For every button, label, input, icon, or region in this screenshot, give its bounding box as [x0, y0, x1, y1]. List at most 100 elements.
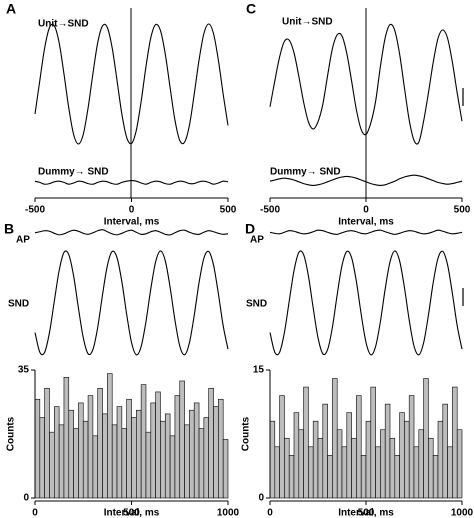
histogram-bar [293, 412, 300, 499]
histogram-bar [222, 439, 229, 499]
histogram-bar [288, 455, 295, 499]
histogram-bar [63, 377, 70, 499]
histogram-bar [164, 413, 171, 499]
histogram-bar [208, 387, 214, 499]
series-label: Dummy→ SND [38, 167, 109, 178]
histogram-bar [174, 395, 181, 499]
histogram-bar [399, 412, 405, 499]
panel-label: A [6, 1, 16, 17]
histogram-bar [360, 455, 367, 499]
histogram-bar [53, 406, 60, 499]
panel-label: C [246, 1, 256, 17]
histogram-bar [274, 446, 280, 499]
histogram-bar [303, 386, 309, 499]
histogram-bar [269, 420, 276, 499]
histogram-bar [336, 429, 343, 499]
histogram-bar [92, 435, 99, 499]
y-tick-label: 0 [23, 493, 29, 504]
histogram-bar [136, 409, 142, 499]
histogram-bar [423, 378, 429, 499]
histogram-bar [298, 429, 304, 499]
series-label: AP [250, 235, 264, 246]
trace [269, 229, 463, 235]
series-label: SND [246, 299, 267, 310]
y-axis-label: Counts [241, 416, 252, 451]
histogram-bar [370, 386, 376, 499]
trace [269, 174, 463, 186]
histogram-bar [332, 378, 338, 499]
histogram-bar [111, 424, 118, 499]
x-tick-label: -500 [25, 205, 45, 216]
histogram-bar [189, 409, 195, 499]
histogram-bar [452, 386, 458, 499]
histogram-bar [308, 446, 314, 499]
x-axis-label: Interval, ms [338, 508, 394, 518]
y-axis-label: Counts [6, 416, 17, 451]
histogram-bar [198, 428, 205, 499]
trace [34, 250, 229, 356]
histogram-bar [184, 424, 190, 499]
panel-label: D [245, 221, 255, 237]
x-tick-label: 1000 [217, 508, 240, 518]
series-label: Unit→SND [282, 17, 333, 28]
histogram-bar [317, 437, 324, 499]
histogram-bar [116, 406, 123, 499]
histogram-bar [44, 387, 50, 499]
histogram-bar [394, 455, 400, 499]
histogram-bar [218, 398, 224, 499]
histogram-bar [365, 420, 372, 499]
histogram-bar [107, 373, 113, 499]
histogram-bar [356, 395, 362, 499]
x-axis-label: Interval, ms [104, 217, 160, 228]
histogram-bar [213, 406, 219, 499]
histogram-bar [102, 413, 108, 499]
histogram-bar [97, 387, 103, 499]
y-tick-label: 35 [18, 365, 30, 376]
histogram-bar [121, 428, 127, 499]
trace [269, 23, 463, 145]
histogram-bar [384, 403, 391, 499]
x-tick-label: 1000 [451, 508, 474, 518]
histogram-bar [418, 429, 424, 499]
histogram-bar [82, 420, 89, 499]
series-label: Dummy→ SND [270, 167, 341, 178]
histogram-bar [49, 431, 55, 499]
trace [34, 23, 229, 145]
histogram-bar [312, 420, 319, 499]
histogram-bar [380, 429, 386, 499]
histogram-bar [346, 412, 352, 499]
series-label: Unit→SND [38, 19, 89, 30]
x-tick-label: 500 [220, 205, 237, 216]
histogram-bar [327, 455, 333, 499]
histogram-bar [437, 420, 444, 499]
histogram-bar [284, 437, 290, 499]
histogram-bar [375, 446, 381, 499]
histogram-bar [140, 384, 147, 499]
histogram-bar [279, 395, 285, 499]
histogram-bar [428, 437, 434, 499]
histogram-bar [73, 428, 79, 499]
histogram-bar [126, 398, 132, 499]
series-label: SND [8, 299, 29, 310]
histogram-bar [169, 435, 176, 499]
x-tick-label: 500 [358, 508, 375, 518]
histogram-bar [408, 395, 415, 499]
trace [34, 180, 229, 185]
y-tick-label: 15 [253, 365, 265, 376]
trace [34, 229, 229, 236]
histogram-bar [322, 403, 328, 499]
histogram-bar [456, 429, 463, 499]
histogram-bar [351, 437, 357, 499]
histogram-bar [341, 446, 348, 499]
histogram-bar [193, 402, 200, 499]
trace [269, 250, 463, 356]
histogram-bar [179, 380, 185, 499]
histogram-bar [87, 395, 94, 499]
histogram-bar [155, 391, 161, 499]
histogram-bar [160, 420, 166, 499]
histogram-bar [78, 402, 84, 499]
histogram-bar [404, 420, 410, 499]
x-tick-label: -500 [260, 205, 280, 216]
series-label: AP [16, 235, 30, 246]
